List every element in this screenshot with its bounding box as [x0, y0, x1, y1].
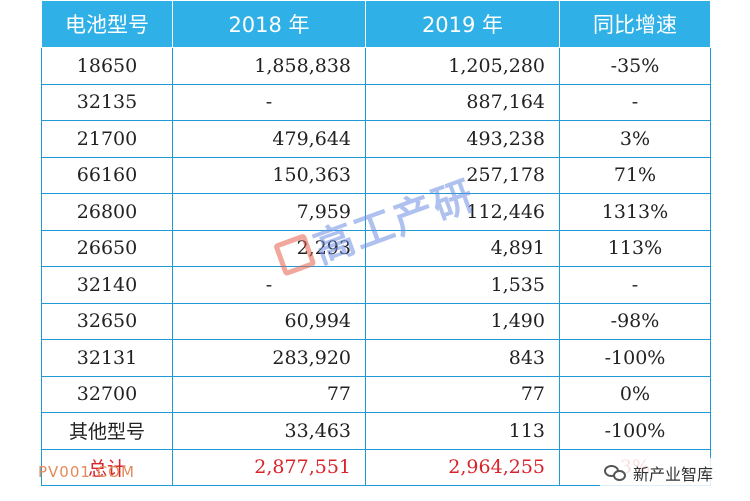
cell-growth: -98% [559, 302, 711, 340]
table-row: 26800 7,959 112,446 1313% [41, 193, 711, 231]
table-row: 32700 77 77 0% [41, 375, 711, 413]
table-row: 18650 1,858,838 1,205,280 -35% [41, 47, 711, 85]
cell-growth: - [559, 83, 711, 121]
header-growth: 同比增速 [559, 0, 711, 48]
cell-2019: 4,891 [365, 229, 560, 267]
table-row: 其他型号 33,463 113 -100% [41, 412, 711, 450]
cell-growth: 71% [559, 156, 711, 194]
table-row: 32140 - 1,535 - [41, 266, 711, 304]
table-row: 21700 479,644 493,238 3% [41, 120, 711, 158]
cell-growth: 3% [559, 120, 711, 158]
cell-model: 32140 [41, 266, 173, 304]
cell-growth: - [559, 266, 711, 304]
cell-2018: 7,959 [172, 193, 366, 231]
cell-model: 32650 [41, 302, 173, 340]
cell-2019: 1,535 [365, 266, 560, 304]
cell-growth: 1313% [559, 193, 711, 231]
cell-2019: 112,446 [365, 193, 560, 231]
cell-2019: 887,164 [365, 83, 560, 121]
header-row: 电池型号 2018 年 2019 年 同比增速 [41, 0, 711, 48]
cell-2018: 150,363 [172, 156, 366, 194]
cell-growth: 113% [559, 229, 711, 267]
source-label-left: PV001.COM [38, 463, 135, 481]
cell-2019: 257,178 [365, 156, 560, 194]
cell-2019: 493,238 [365, 120, 560, 158]
cell-total-2019: 2,964,255 [365, 448, 560, 486]
cell-2019: 77 [365, 375, 560, 413]
cell-2018: 479,644 [172, 120, 366, 158]
cell-2018: - [172, 83, 366, 121]
cell-model: 其他型号 [41, 412, 173, 450]
cell-growth: -100% [559, 412, 711, 450]
cell-model: 18650 [41, 47, 173, 85]
cell-2018: 33,463 [172, 412, 366, 450]
cell-2018: 283,920 [172, 339, 366, 377]
table-row: 66160 150,363 257,178 71% [41, 156, 711, 194]
cell-2018: 77 [172, 375, 366, 413]
source-right-text: 新产业智库 [633, 465, 714, 484]
cell-model: 32131 [41, 339, 173, 377]
cell-2018: 2,293 [172, 229, 366, 267]
header-model: 电池型号 [41, 0, 173, 48]
battery-table-sheet: 电池型号 2018 年 2019 年 同比增速 18650 1,858,838 … [41, 0, 711, 501]
header-2018: 2018 年 [172, 0, 366, 48]
wechat-icon [604, 463, 628, 483]
table-row: 26650 2,293 4,891 113% [41, 229, 711, 267]
cell-2018: 1,858,838 [172, 47, 366, 85]
cell-model: 21700 [41, 120, 173, 158]
header-2019: 2019 年 [365, 0, 560, 48]
battery-model-table: 电池型号 2018 年 2019 年 同比增速 18650 1,858,838 … [41, 0, 711, 486]
cell-growth: 0% [559, 375, 711, 413]
cell-2018: - [172, 266, 366, 304]
cell-2019: 1,490 [365, 302, 560, 340]
table-row: 32650 60,994 1,490 -98% [41, 302, 711, 340]
cell-growth: -100% [559, 339, 711, 377]
cell-2018: 60,994 [172, 302, 366, 340]
cell-growth: -35% [559, 47, 711, 85]
source-label-right: 新产业智库 [600, 458, 720, 488]
cell-model: 66160 [41, 156, 173, 194]
cell-model: 26800 [41, 193, 173, 231]
cell-total-label: 总计 [41, 448, 173, 486]
cell-2019: 843 [365, 339, 560, 377]
table-row: 32135 - 887,164 - [41, 83, 711, 121]
cell-2019: 1,205,280 [365, 47, 560, 85]
cell-total-2018: 2,877,551 [172, 448, 366, 486]
cell-model: 32135 [41, 83, 173, 121]
cell-model: 26650 [41, 229, 173, 267]
cell-model: 32700 [41, 375, 173, 413]
cell-2019: 113 [365, 412, 560, 450]
table-row: 32131 283,920 843 -100% [41, 339, 711, 377]
